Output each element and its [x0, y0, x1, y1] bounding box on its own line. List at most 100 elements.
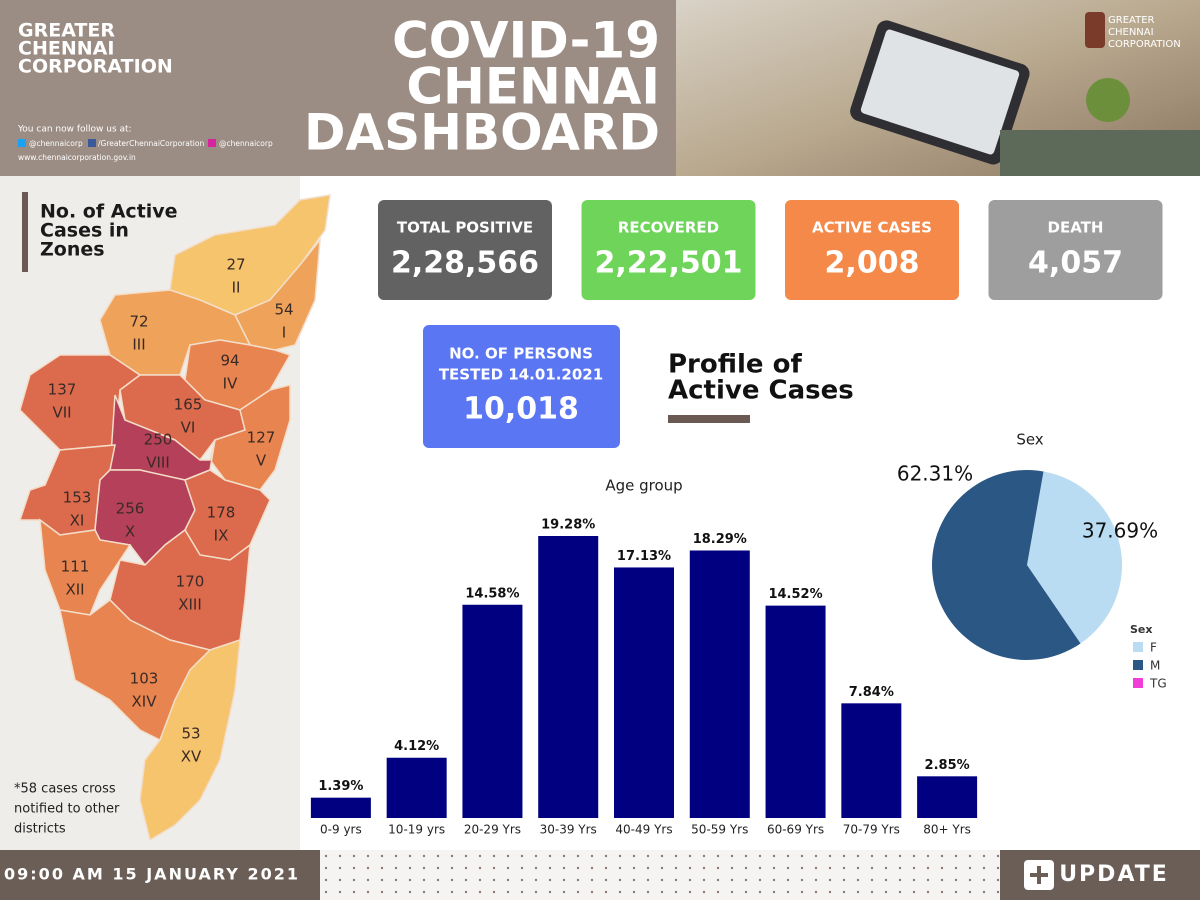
logo-text: GREATER — [1108, 15, 1155, 26]
social-handle: @chennaicorp — [29, 139, 83, 148]
zone-label: XIII — [178, 596, 202, 614]
zone-value: 27 — [226, 256, 245, 274]
zone-value: 153 — [63, 489, 92, 507]
legend-label: TG — [1149, 677, 1167, 691]
bar — [917, 776, 978, 818]
zone-value: 103 — [130, 670, 159, 688]
profile-underline — [668, 415, 750, 423]
instagram-icon — [208, 139, 216, 147]
x-tick-label: 0-9 yrs — [320, 823, 362, 837]
map-title: Cases in — [40, 220, 129, 242]
zone-label: II — [232, 279, 241, 297]
pie-slice — [1027, 471, 1123, 644]
stat-value: 2,22,501 — [594, 246, 742, 281]
social-handle: @chennaicorp — [219, 139, 273, 148]
legend-swatch — [1133, 642, 1143, 652]
tested-label: TESTED 14.01.2021 — [439, 366, 603, 384]
zone-label: III — [132, 336, 145, 354]
map-note: *58 cases cross — [14, 782, 116, 797]
charts: Age group 1.39% 0-9 yrs 4.12% 10-19 yrs 14.58… — [310, 431, 1167, 837]
legend-swatch — [1133, 660, 1143, 670]
follow-text: You can now follow us at: — [17, 125, 132, 135]
map-note: notified to other — [14, 802, 120, 817]
logo-text: CORPORATION — [1108, 39, 1181, 50]
zone-label: V — [256, 452, 267, 470]
bar — [614, 567, 674, 818]
dashboard-title: DASHBOARD — [304, 104, 660, 162]
website: www.chennaicorporation.gov.in — [18, 153, 136, 162]
map-title: No. of Active — [40, 201, 178, 223]
x-tick-label: 50-59 Yrs — [691, 823, 748, 837]
dashboard-title: COVID-19 — [392, 12, 660, 70]
accent-bar — [22, 192, 28, 272]
bar-label: 1.39% — [318, 779, 363, 794]
zone-value: 127 — [247, 429, 276, 447]
stat-cards: TOTAL POSITIVE 2,28,566 RECOVERED 2,22,501 A… — [378, 200, 1163, 300]
bar — [689, 550, 750, 818]
stat-card — [581, 200, 756, 300]
zone-label: XI — [70, 512, 85, 530]
pie-label: 62.31% — [897, 462, 973, 486]
chart-title: Sex — [1016, 431, 1043, 449]
stat-label: RECOVERED — [618, 219, 719, 237]
x-tick-label: 20-29 Yrs — [464, 823, 521, 837]
zone-value: 111 — [61, 558, 90, 576]
zone-value: 137 — [48, 381, 77, 399]
header-band — [0, 0, 676, 176]
zone-value: 94 — [220, 352, 239, 370]
pie-label: 37.69% — [1082, 519, 1158, 543]
plant — [1086, 78, 1130, 122]
org-name: GREATER — [18, 20, 115, 42]
zone-label: VIII — [146, 454, 170, 472]
stat-card — [785, 200, 959, 300]
zone-label: IV — [223, 375, 238, 393]
social-handle: /GreaterChennaiCorporation — [98, 139, 204, 148]
bar-label: 14.52% — [768, 587, 822, 602]
bar — [538, 536, 599, 818]
x-tick-label: 30-39 Yrs — [540, 823, 597, 837]
footer-date-band — [0, 850, 320, 900]
zone-value: 72 — [129, 313, 148, 331]
bar — [765, 605, 826, 818]
zone-label: XIV — [132, 693, 158, 711]
org-name: CORPORATION — [18, 56, 173, 78]
bar-label: 18.29% — [693, 532, 747, 547]
x-tick-label: 70-79 Yrs — [843, 823, 900, 837]
stat-label: TOTAL POSITIVE — [397, 219, 533, 237]
bar — [841, 703, 902, 818]
profile-title: Active Cases — [668, 376, 854, 406]
pie-slice — [932, 470, 1081, 660]
logo-text: CHENNAI — [1108, 27, 1154, 38]
facebook-icon — [88, 139, 96, 147]
legend-title: Sex — [1130, 623, 1152, 636]
stat-value: 2,008 — [825, 246, 920, 281]
zone-label: X — [125, 523, 135, 541]
x-tick-label: 40-49 Yrs — [615, 823, 672, 837]
stat-value: 4,057 — [1028, 246, 1123, 281]
zone-label: XII — [65, 581, 84, 599]
zone-value: 250 — [144, 431, 173, 449]
bar — [310, 797, 371, 818]
stat-label: DEATH — [1048, 219, 1104, 237]
stat-label: ACTIVE CASES — [812, 219, 932, 237]
bar-label: 2.85% — [925, 758, 970, 773]
x-tick-label: 60-69 Yrs — [767, 823, 824, 837]
dashboard-title: CHENNAI — [406, 58, 660, 116]
x-tick-label: 10-19 yrs — [388, 823, 445, 837]
x-tick-label: 80+ Yrs — [923, 823, 971, 837]
zone-map: 27 II 54 I 72 III 94 IV 137 VII 165 VI 127 V 250 VIII 15… — [18, 194, 331, 842]
bar-label: 14.58% — [465, 586, 519, 601]
tested-label: NO. OF PERSONS — [449, 345, 593, 363]
zone-label: VI — [181, 419, 196, 437]
legend-swatch — [1133, 678, 1143, 688]
org-name: CHENNAI — [18, 38, 114, 60]
stat-card — [988, 200, 1163, 300]
bar-label: 7.84% — [849, 685, 894, 700]
bar-label: 4.12% — [394, 739, 439, 754]
footer-datetime: 09:00 AM 15 JANUARY 2021 — [4, 865, 300, 884]
update-icon-plus — [1030, 866, 1048, 884]
legend-label: M — [1150, 659, 1160, 673]
zone-value: 53 — [181, 725, 200, 743]
book — [1000, 130, 1200, 176]
